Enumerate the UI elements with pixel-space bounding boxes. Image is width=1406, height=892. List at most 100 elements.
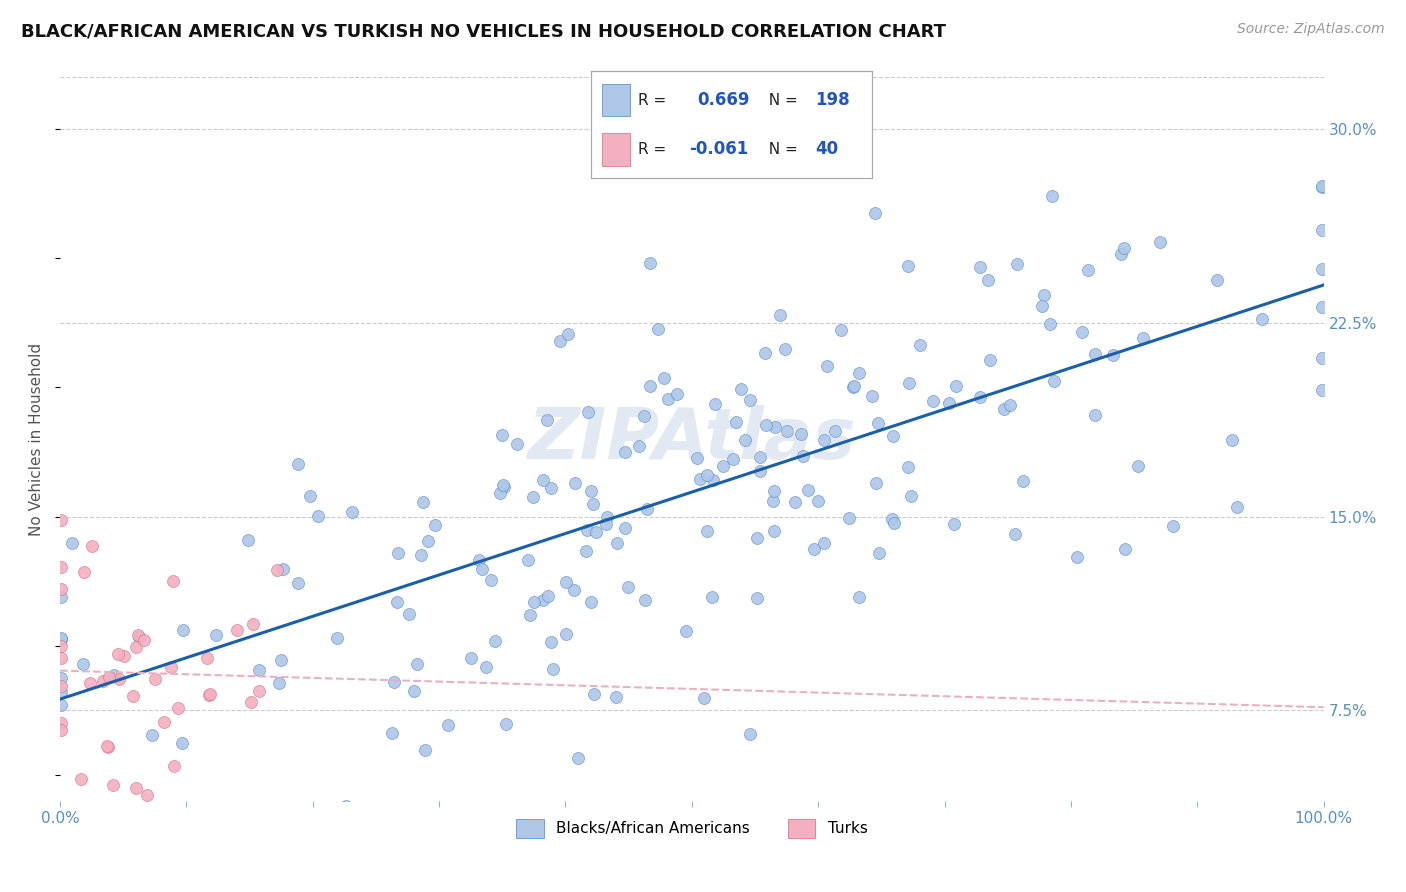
Point [381, 725, 404, 739]
Point [247, 684, 270, 698]
Point [689, 472, 711, 486]
Point [749, 450, 772, 464]
Point [1226, 500, 1249, 514]
Point [1031, 299, 1053, 313]
Point [97, 740, 120, 755]
Point [51, 723, 73, 738]
Point [993, 402, 1015, 417]
Point [665, 387, 688, 401]
Point [998, 398, 1021, 412]
Point [107, 648, 129, 662]
Point [103, 668, 125, 682]
Bar [602, 84, 630, 116]
Point [82, 539, 104, 553]
Point [205, 628, 228, 642]
Point [797, 483, 820, 498]
Point [519, 608, 541, 623]
Point [51, 807, 73, 822]
Point [70, 772, 93, 786]
Point [1084, 347, 1107, 361]
Text: R =: R = [638, 142, 672, 157]
Point [1250, 311, 1272, 326]
Point [830, 323, 852, 337]
Point [575, 544, 598, 558]
Point [385, 595, 408, 609]
Point [865, 206, 887, 220]
Point [163, 759, 186, 773]
Point [1132, 330, 1154, 344]
Point [287, 458, 309, 472]
Point [536, 589, 558, 603]
Point [1042, 374, 1064, 388]
Point [536, 413, 558, 427]
Point [51, 672, 73, 686]
Point [195, 651, 218, 665]
Point [977, 273, 1000, 287]
Point [128, 630, 150, 644]
Point [506, 437, 529, 451]
Point [1149, 235, 1171, 250]
Point [540, 482, 562, 496]
Point [842, 379, 865, 393]
Point [121, 690, 143, 704]
Point [1109, 247, 1132, 261]
Point [686, 450, 709, 465]
Point [1128, 458, 1150, 473]
Point [166, 701, 188, 715]
Point [900, 489, 922, 503]
Point [287, 575, 309, 590]
Point [1084, 408, 1107, 422]
Point [125, 780, 148, 795]
Point [540, 635, 562, 649]
Text: ZIPAtlas: ZIPAtlas [527, 405, 856, 474]
Point [606, 536, 628, 550]
Point [409, 548, 432, 562]
Point [880, 512, 903, 526]
Point [848, 590, 870, 604]
Point [883, 516, 905, 530]
Point [340, 505, 363, 519]
Point [51, 716, 73, 731]
Point [765, 420, 787, 434]
Point [776, 424, 799, 438]
Point [898, 376, 921, 390]
Point [517, 553, 540, 567]
Point [1206, 273, 1229, 287]
Point [298, 489, 321, 503]
Point [51, 639, 73, 653]
Point [627, 439, 650, 453]
Point [51, 679, 73, 693]
Point [807, 493, 830, 508]
Point [326, 631, 349, 645]
Point [605, 690, 627, 705]
Point [1310, 223, 1333, 237]
Point [307, 508, 329, 523]
Point [824, 424, 846, 438]
Point [1310, 351, 1333, 365]
Point [468, 553, 491, 567]
Bar [602, 134, 630, 166]
Point [868, 416, 890, 430]
Point [51, 631, 73, 645]
Point [868, 546, 890, 560]
Point [557, 327, 579, 342]
Point [617, 580, 640, 594]
Point [1071, 325, 1094, 339]
Point [51, 582, 73, 596]
Point [567, 751, 589, 765]
Point [1310, 384, 1333, 398]
Point [335, 799, 357, 814]
Point [1310, 45, 1333, 59]
Point [541, 662, 564, 676]
Point [387, 546, 409, 560]
Point [460, 650, 482, 665]
Point [1012, 474, 1035, 488]
Point [172, 623, 194, 637]
Point [60, 536, 83, 550]
Point [579, 595, 602, 609]
Point [576, 404, 599, 418]
Point [897, 460, 920, 475]
Point [842, 379, 865, 393]
Point [398, 607, 420, 621]
Point [762, 484, 785, 499]
